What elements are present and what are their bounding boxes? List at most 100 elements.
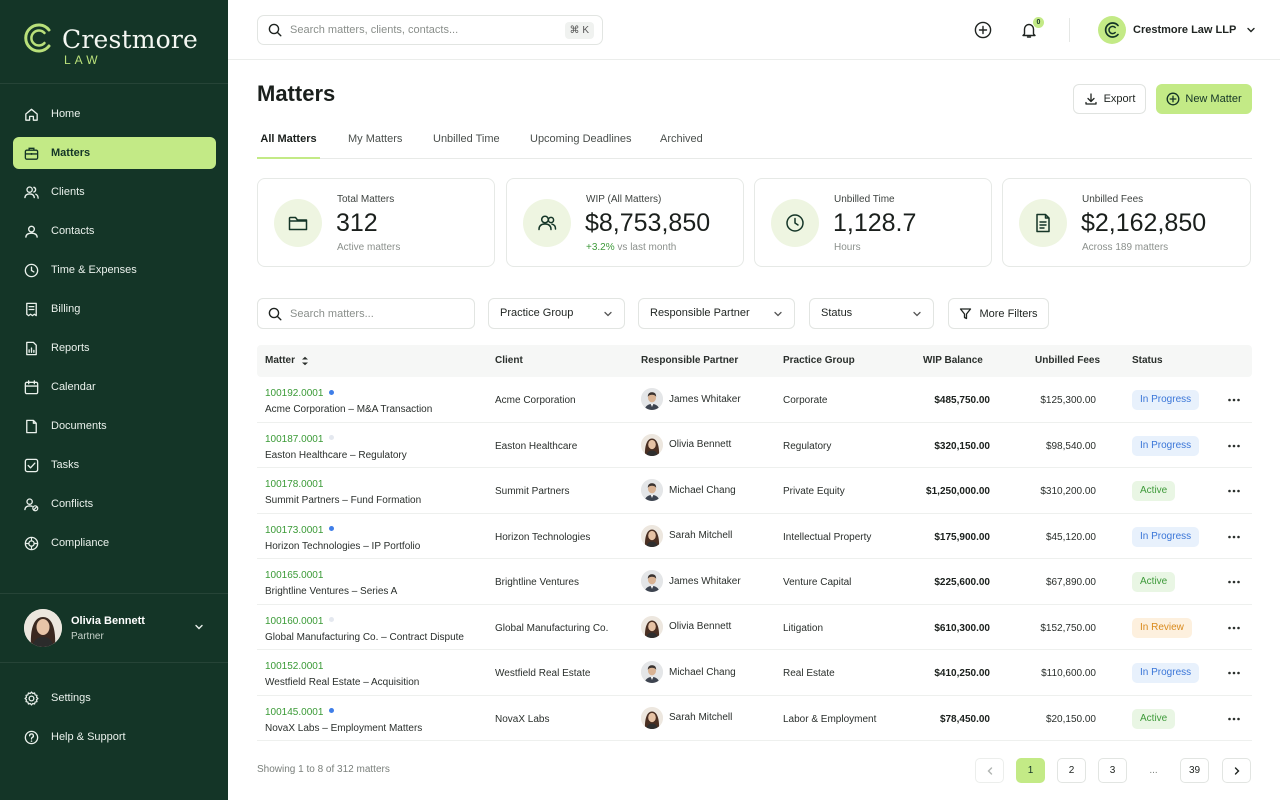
- user-card[interactable]: Olivia Bennett Partner: [0, 594, 228, 662]
- sidebar-item-tasks[interactable]: Tasks: [13, 449, 216, 481]
- matter-name[interactable]: Acme Corporation – M&A Transaction: [265, 404, 433, 415]
- more-actions-icon[interactable]: [1227, 709, 1241, 729]
- more-actions-icon[interactable]: [1227, 527, 1241, 547]
- column-header-client[interactable]: Client: [495, 355, 523, 366]
- matter-name[interactable]: Horizon Technologies – IP Portfolio: [265, 540, 421, 552]
- responsible-partner[interactable]: Sarah Mitchell: [641, 706, 732, 729]
- new-matter-button[interactable]: New Matter: [1156, 84, 1252, 114]
- client-name[interactable]: Global Manufacturing Co.: [495, 622, 609, 634]
- bell-icon[interactable]: [1020, 21, 1038, 39]
- sidebar-item-clients[interactable]: Clients: [13, 176, 216, 208]
- matter-name[interactable]: Westfield Real Estate – Acquisition: [265, 677, 420, 688]
- responsible-partner[interactable]: James Whitaker: [641, 570, 741, 592]
- matter-number-link[interactable]: 100152.0001: [265, 661, 323, 672]
- sidebar-item-compliance[interactable]: Compliance: [13, 527, 216, 559]
- responsible-partner-select[interactable]: Responsible Partner: [638, 298, 795, 329]
- table-row[interactable]: 100192.0001 Acme Corporation – M&A Transa…: [257, 377, 1252, 423]
- page-button-1[interactable]: 1: [1016, 758, 1045, 783]
- table-row[interactable]: 100160.0001 Global Manufacturing Co. – Co…: [257, 605, 1252, 650]
- more-actions-icon[interactable]: [1227, 572, 1241, 592]
- matter-search[interactable]: [257, 298, 475, 329]
- tab-unbilled-time[interactable]: Unbilled Time: [433, 133, 500, 145]
- page-button-2[interactable]: 2: [1057, 758, 1086, 783]
- table-row[interactable]: 100152.0001 Westfield Real Estate – Acqui…: [257, 650, 1252, 696]
- tab-my-matters[interactable]: My Matters: [348, 133, 403, 145]
- more-actions-icon[interactable]: [1227, 663, 1241, 683]
- practice-group-select[interactable]: Practice Group: [488, 298, 625, 329]
- column-header-practice[interactable]: Practice Group: [783, 355, 855, 366]
- global-search-input[interactable]: [290, 24, 560, 36]
- client-name[interactable]: Horizon Technologies: [495, 531, 591, 543]
- more-actions-icon[interactable]: [1227, 390, 1241, 410]
- sidebar-item-documents[interactable]: Documents: [13, 410, 216, 442]
- responsible-partner[interactable]: Michael Chang: [641, 661, 736, 683]
- column-header-wip[interactable]: WIP Balance: [923, 355, 983, 366]
- responsible-partner[interactable]: James Whitaker: [641, 388, 741, 410]
- tab-archived[interactable]: Archived: [660, 133, 703, 145]
- matter-number-link[interactable]: 100178.0001: [265, 479, 323, 490]
- sidebar-item-time-and-expenses[interactable]: Time & Expenses: [13, 254, 216, 286]
- sidebar-item-home[interactable]: Home: [13, 98, 216, 130]
- sidebar-item-matters[interactable]: Matters: [13, 137, 216, 169]
- client-name[interactable]: Brightline Ventures: [495, 577, 579, 588]
- prev-page-button[interactable]: [975, 758, 1004, 783]
- client-name[interactable]: Easton Healthcare: [495, 440, 578, 452]
- page-button-39[interactable]: 39: [1180, 758, 1209, 783]
- client-name[interactable]: Westfield Real Estate: [495, 668, 591, 679]
- column-header-partner[interactable]: Responsible Partner: [641, 355, 739, 366]
- matter-name[interactable]: NovaX Labs – Employment Matters: [265, 722, 423, 734]
- sidebar-item-calendar[interactable]: Calendar: [13, 371, 216, 403]
- table-row[interactable]: 100178.0001 Summit Partners – Fund Format…: [257, 468, 1252, 514]
- client-name[interactable]: NovaX Labs: [495, 713, 550, 725]
- export-button[interactable]: Export: [1073, 84, 1146, 114]
- add-circle-icon[interactable]: [974, 21, 992, 39]
- conflicts-icon: [24, 497, 39, 511]
- client-name[interactable]: Acme Corporation: [495, 395, 576, 406]
- practice-group-value: Practice Group: [500, 307, 574, 319]
- table-row[interactable]: 100187.0001 Easton Healthcare – Regulator…: [257, 423, 1252, 468]
- brand-logo[interactable]: Crestmore LAW: [22, 22, 212, 68]
- chevron-down-icon[interactable]: [194, 622, 204, 632]
- global-search[interactable]: ⌘ K: [257, 15, 603, 45]
- matter-name[interactable]: Easton Healthcare – Regulatory: [265, 449, 407, 461]
- sidebar-item-conflicts[interactable]: Conflicts: [13, 488, 216, 520]
- sort-icon[interactable]: [301, 356, 309, 366]
- compliance-icon: [24, 536, 39, 550]
- more-actions-icon[interactable]: [1227, 436, 1241, 456]
- table-row[interactable]: 100173.0001 Horizon Technologies – IP Por…: [257, 514, 1252, 559]
- responsible-partner[interactable]: Sarah Mitchell: [641, 524, 732, 547]
- responsible-partner[interactable]: Olivia Bennett: [641, 615, 731, 638]
- table-row[interactable]: 100165.0001 Brightline Ventures – Series …: [257, 559, 1252, 605]
- page-button-3[interactable]: 3: [1098, 758, 1127, 783]
- matter-name[interactable]: Brightline Ventures – Series A: [265, 586, 398, 597]
- more-actions-icon[interactable]: [1227, 481, 1241, 501]
- matter-number-link[interactable]: 100165.0001: [265, 570, 323, 581]
- matter-name[interactable]: Global Manufacturing Co. – Contract Disp…: [265, 631, 464, 643]
- column-header-status[interactable]: Status: [1132, 355, 1163, 366]
- more-actions-icon[interactable]: [1227, 618, 1241, 638]
- client-name[interactable]: Summit Partners: [495, 486, 570, 497]
- matter-number-link[interactable]: 100160.0001: [265, 616, 335, 627]
- matter-number-link[interactable]: 100187.0001: [265, 434, 335, 445]
- matter-number-link[interactable]: 100192.0001: [265, 388, 335, 399]
- sidebar-item-reports[interactable]: Reports: [13, 332, 216, 364]
- matter-number-link[interactable]: 100145.0001: [265, 707, 335, 718]
- matter-search-input[interactable]: [290, 307, 470, 320]
- tab-all-matters[interactable]: All Matters: [257, 120, 320, 159]
- status-select[interactable]: Status: [809, 298, 934, 329]
- sidebar-item-settings[interactable]: Settings: [13, 682, 216, 714]
- responsible-partner[interactable]: Michael Chang: [641, 479, 736, 501]
- matter-name[interactable]: Summit Partners – Fund Formation: [265, 495, 422, 506]
- tab-upcoming-deadlines[interactable]: Upcoming Deadlines: [530, 133, 632, 145]
- matter-number-link[interactable]: 100173.0001: [265, 525, 335, 536]
- sidebar-item-help-and-support[interactable]: Help & Support: [13, 721, 216, 753]
- sidebar-item-billing[interactable]: Billing: [13, 293, 216, 325]
- column-header-matter[interactable]: Matter: [265, 345, 309, 377]
- sidebar-item-contacts[interactable]: Contacts: [13, 215, 216, 247]
- more-filters-button[interactable]: More Filters: [948, 298, 1049, 329]
- column-header-fees[interactable]: Unbilled Fees: [1035, 355, 1101, 366]
- firm-switcher[interactable]: Crestmore Law LLP: [1098, 16, 1256, 44]
- responsible-partner[interactable]: Olivia Bennett: [641, 433, 731, 456]
- table-row[interactable]: 100145.0001 NovaX Labs – Employment Matte…: [257, 696, 1252, 741]
- next-page-button[interactable]: [1222, 758, 1251, 783]
